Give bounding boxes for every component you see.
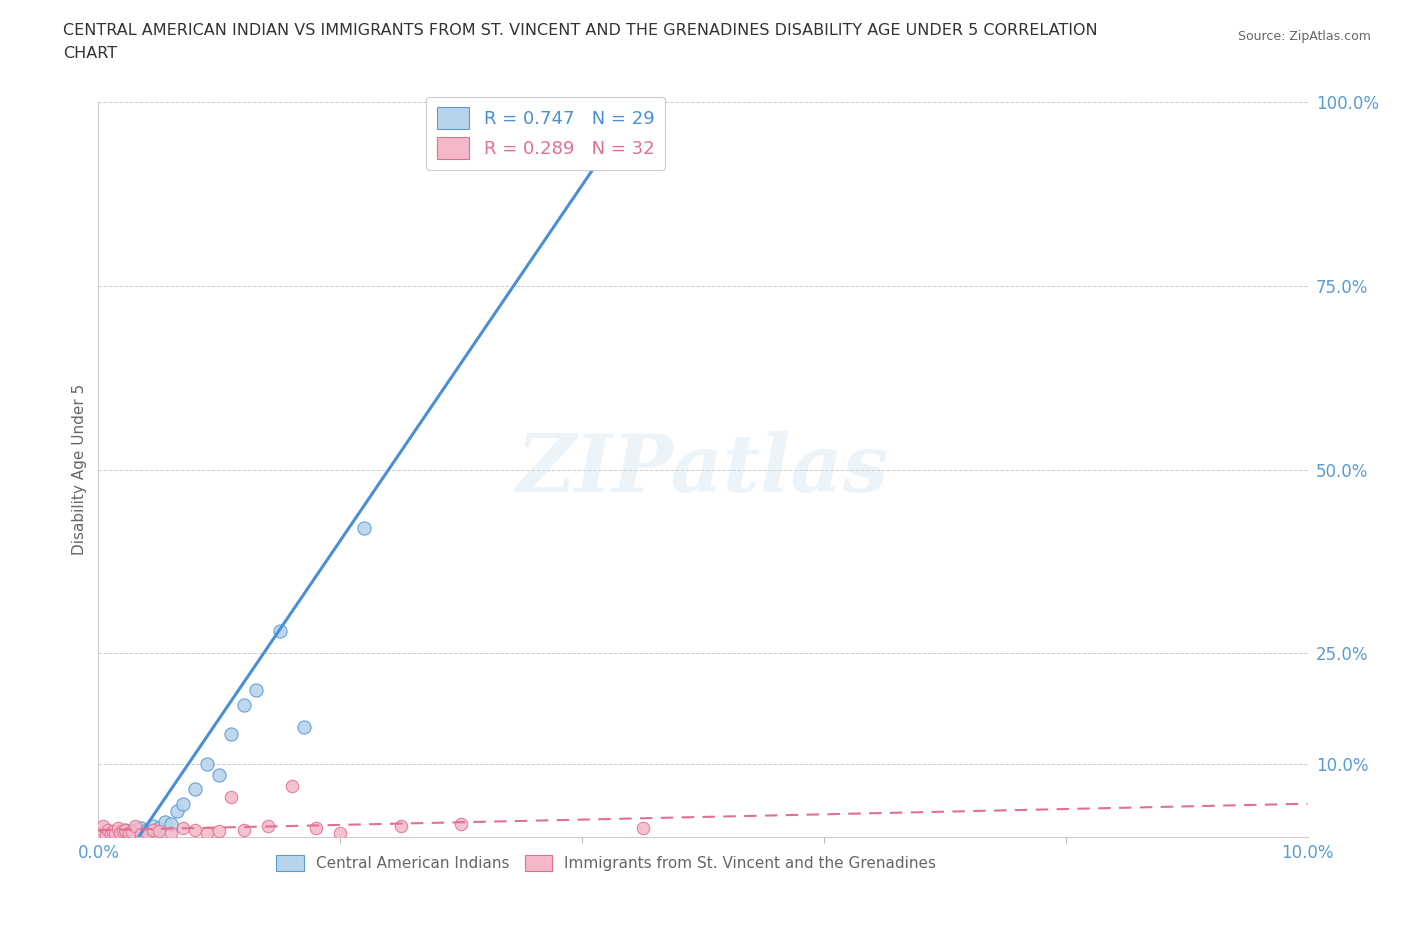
Point [184, 822, 207, 837]
Point [329, 826, 352, 841]
Point [111, 824, 134, 839]
Point [104, 827, 127, 842]
Point [105, 826, 128, 841]
Point [256, 818, 278, 833]
Point [129, 821, 152, 836]
Legend: Central American Indians, Immigrants from St. Vincent and the Grenadines: Central American Indians, Immigrants fro… [270, 849, 942, 877]
Point [292, 720, 315, 735]
Point [90, 826, 112, 841]
Point [118, 826, 141, 841]
Point [148, 824, 170, 839]
Point [208, 767, 231, 782]
Text: CHART: CHART [63, 46, 117, 60]
Point [135, 825, 157, 840]
Point [135, 822, 157, 837]
Point [148, 821, 170, 836]
Point [118, 826, 141, 841]
Point [305, 821, 328, 836]
Point [91, 818, 114, 833]
Point [142, 822, 165, 837]
Text: CENTRAL AMERICAN INDIAN VS IMMIGRANTS FROM ST. VINCENT AND THE GRENADINES DISABI: CENTRAL AMERICAN INDIAN VS IMMIGRANTS FR… [63, 23, 1098, 38]
Point [94, 828, 117, 843]
Point [195, 756, 218, 771]
Point [93, 828, 115, 843]
Point [124, 823, 146, 838]
Point [208, 824, 231, 839]
Point [510, 117, 533, 132]
Point [142, 818, 165, 833]
Point [166, 804, 188, 818]
Point [195, 825, 218, 840]
Point [100, 827, 122, 842]
Point [129, 827, 152, 842]
Point [450, 817, 472, 831]
Point [232, 822, 254, 837]
Point [172, 796, 194, 811]
Point [107, 821, 129, 836]
Point [269, 624, 291, 639]
Point [160, 826, 183, 841]
Point [108, 824, 131, 839]
Point [121, 824, 143, 839]
Point [114, 822, 136, 837]
Point [232, 698, 254, 712]
Point [97, 826, 120, 841]
Point [114, 822, 136, 837]
Point [121, 824, 143, 839]
Point [221, 790, 243, 804]
Point [631, 821, 654, 836]
Point [172, 821, 194, 836]
Point [101, 824, 124, 839]
Point [153, 815, 176, 830]
Point [101, 825, 124, 840]
Point [389, 818, 412, 833]
Point [245, 683, 267, 698]
Point [124, 818, 146, 833]
Point [111, 824, 134, 839]
Point [97, 822, 120, 837]
Point [100, 826, 122, 841]
Text: Source: ZipAtlas.com: Source: ZipAtlas.com [1237, 30, 1371, 43]
Point [184, 782, 207, 797]
Point [281, 778, 304, 793]
Point [160, 817, 183, 831]
Point [353, 521, 375, 536]
Y-axis label: Disability Age Under 5: Disability Age Under 5 [72, 384, 87, 555]
Text: ZIPatlas: ZIPatlas [517, 431, 889, 509]
Point [108, 825, 131, 840]
Point [221, 726, 243, 741]
